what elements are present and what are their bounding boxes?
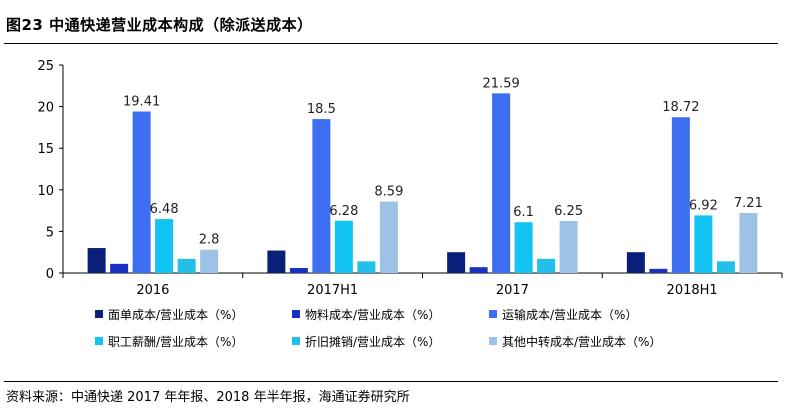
bar — [716, 261, 735, 273]
legend-swatch — [292, 310, 300, 318]
bar — [379, 201, 398, 273]
x-tick-label: 2017 — [496, 283, 529, 298]
legend-swatch — [489, 310, 497, 318]
bar — [671, 117, 690, 273]
data-label: 7.21 — [734, 196, 763, 211]
bar — [312, 119, 331, 273]
bar — [469, 267, 488, 273]
data-label: 8.59 — [374, 185, 403, 200]
x-tick-label: 2017H1 — [307, 283, 358, 298]
source-rule — [4, 381, 778, 382]
bar — [537, 258, 556, 273]
bar — [649, 268, 668, 273]
bar — [177, 258, 196, 273]
data-label: 18.5 — [307, 102, 336, 117]
legend-swatch — [95, 310, 103, 318]
x-tick-label: 2016 — [136, 283, 169, 298]
figure-title: 图23 中通快递营业成本构成（除派送成本） — [6, 16, 313, 34]
title-rule — [4, 43, 778, 44]
data-label: 2.8 — [199, 233, 220, 248]
bar — [559, 221, 578, 273]
data-label: 6.25 — [554, 204, 583, 219]
legend-label: 运输成本/营业成本（%） — [502, 307, 637, 322]
bar — [694, 215, 713, 273]
bar — [357, 261, 376, 273]
data-label: 6.1 — [513, 205, 534, 220]
legend-label: 面单成本/营业成本（%） — [108, 308, 243, 322]
bar — [87, 248, 106, 273]
y-tick-label: 10 — [37, 184, 54, 199]
bar — [334, 220, 353, 273]
bar — [200, 249, 219, 273]
y-tick-label: 25 — [37, 59, 54, 74]
bar — [132, 111, 151, 274]
bar — [739, 213, 758, 273]
bar-chart: 0 5 10 15 20 25 2016 2017H1 2017 2018H1 19.41 6.48… — [37, 59, 783, 349]
legend-label: 物料成本/营业成本（%） — [305, 308, 440, 322]
bar — [110, 263, 129, 273]
bar — [514, 222, 533, 273]
bar — [289, 268, 308, 273]
x-tick-label: 2018H1 — [667, 283, 718, 298]
legend-swatch — [489, 337, 497, 345]
legend-label: 其他中转成本/营业成本（%） — [502, 334, 661, 349]
data-label: 6.48 — [150, 202, 179, 217]
legend-swatch — [95, 337, 103, 345]
bar — [447, 252, 466, 273]
source-note: 资料来源：中通快递 2017 年年报、2018 年半年报，海通证券研究所 — [6, 390, 410, 405]
data-label: 21.59 — [483, 76, 520, 91]
bar — [492, 93, 511, 273]
data-label: 18.72 — [662, 100, 699, 115]
bar — [155, 219, 174, 273]
legend-swatch — [292, 337, 300, 345]
data-label: 6.28 — [329, 204, 358, 219]
bar — [267, 250, 286, 273]
y-tick-label: 5 — [46, 225, 54, 240]
legend-label: 折旧摊销/营业成本（%） — [305, 334, 440, 349]
data-label: 19.41 — [123, 95, 160, 110]
bar — [626, 252, 645, 273]
y-tick-label: 15 — [37, 142, 54, 157]
data-label: 6.92 — [689, 198, 718, 213]
y-tick-label: 20 — [37, 101, 54, 116]
legend-label: 职工薪酬/营业成本（%） — [108, 335, 243, 349]
y-tick-label: 0 — [46, 267, 54, 282]
